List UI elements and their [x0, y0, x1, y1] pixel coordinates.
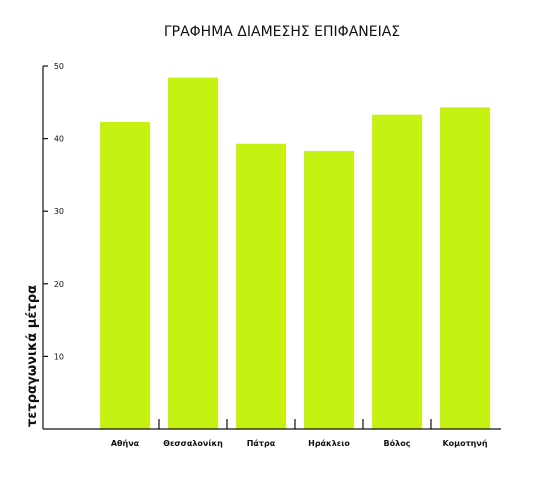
- bar-4: [304, 150, 354, 429]
- bar-5: [372, 114, 422, 429]
- bar-1: [100, 121, 150, 429]
- x-tick-label: Θεσσαλονίκη: [163, 438, 223, 448]
- bars-group: [100, 77, 490, 429]
- x-tick-label: Πάτρα: [247, 439, 276, 448]
- x-tick-label: Αθήνα: [111, 439, 140, 448]
- x-tick-label: Βόλος: [384, 438, 411, 448]
- y-tick-label: 20: [54, 280, 64, 289]
- x-tick-label: Κομοτηνή: [442, 439, 487, 448]
- y-axis-ticks: 10 20 30 40 50: [43, 62, 64, 361]
- x-axis-ticks: Αθήνα Θεσσαλονίκη Πάτρα Ηράκλειο Βόλος Κομοτη…: [111, 419, 488, 448]
- y-tick-label: 40: [54, 135, 64, 144]
- x-tick-label: Ηράκλειο: [308, 439, 350, 448]
- y-tick-label: 50: [54, 62, 64, 71]
- y-axis-label: τετραγωνικά μέτρα: [25, 285, 40, 427]
- y-tick-label: 30: [54, 207, 64, 216]
- chart-title: ΓΡΑΦΗΜΑ ΔΙΑΜΕΣΗΣ ΕΠΙΦΑΝΕΙΑΣ: [164, 24, 400, 40]
- bar-6: [440, 107, 490, 429]
- y-tick-label: 10: [54, 352, 64, 361]
- bar-2: [168, 77, 218, 429]
- bar-3: [236, 143, 286, 429]
